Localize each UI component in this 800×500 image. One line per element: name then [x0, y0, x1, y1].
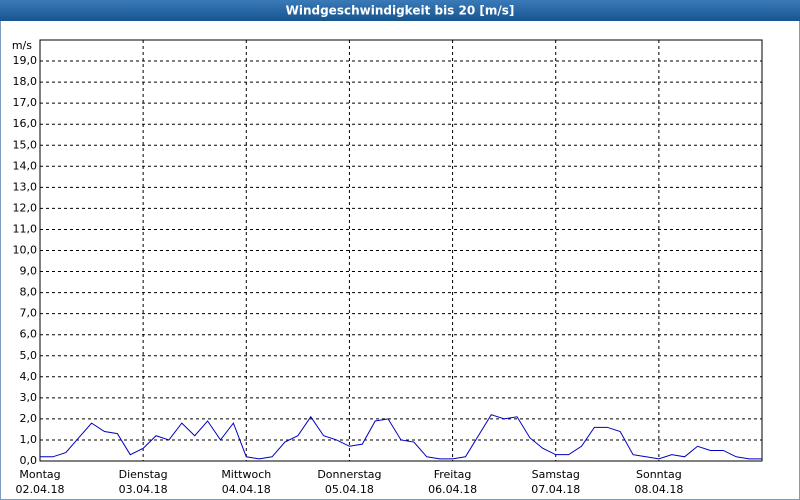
x-tick-date: 02.04.18 — [16, 483, 65, 496]
y-tick-label: 17,0 — [13, 96, 38, 109]
y-tick-label: 5,0 — [20, 349, 38, 362]
y-tick-label: 7,0 — [20, 307, 38, 320]
x-tick-date: 05.04.18 — [325, 483, 374, 496]
x-tick-date: 08.04.18 — [634, 483, 683, 496]
y-tick-label: 3,0 — [20, 391, 38, 404]
y-tick-label: 6,0 — [20, 328, 38, 341]
x-tick-label: Freitag — [434, 468, 472, 481]
y-tick-label: 0,0 — [20, 454, 38, 467]
x-tick-label: Mittwoch — [221, 468, 271, 481]
x-tick-label: Dienstag — [119, 468, 168, 481]
x-tick-label: Samstag — [532, 468, 580, 481]
x-tick-label: Donnerstag — [317, 468, 381, 481]
x-tick-label: Sonntag — [636, 468, 682, 481]
y-tick-label: 16,0 — [13, 117, 38, 130]
series-line — [40, 414, 762, 460]
y-tick-label: 15,0 — [13, 138, 38, 151]
y-tick-label: 4,0 — [20, 370, 38, 383]
y-tick-label: 10,0 — [13, 244, 38, 257]
chart-title: Windgeschwindigkeit bis 20 [m/s] — [286, 4, 515, 18]
x-tick-date: 04.04.18 — [222, 483, 271, 496]
y-tick-label: 2,0 — [20, 412, 38, 425]
y-tick-label: 18,0 — [13, 75, 38, 88]
x-tick-date: 06.04.18 — [428, 483, 477, 496]
title-bar — [0, 0, 800, 21]
y-tick-label: 11,0 — [13, 222, 38, 235]
x-tick-label: Montag — [19, 468, 60, 481]
y-tick-label: 12,0 — [13, 201, 38, 214]
y-tick-label: 19,0 — [13, 54, 38, 67]
y-tick-label: 13,0 — [13, 180, 38, 193]
y-tick-label: 14,0 — [13, 159, 38, 172]
y-tick-label: 8,0 — [20, 286, 38, 299]
y-axis-label: m/s — [12, 39, 32, 52]
x-tick-date: 07.04.18 — [531, 483, 580, 496]
x-tick-date: 03.04.18 — [119, 483, 168, 496]
y-tick-label: 1,0 — [20, 433, 38, 446]
y-tick-label: 9,0 — [20, 265, 38, 278]
